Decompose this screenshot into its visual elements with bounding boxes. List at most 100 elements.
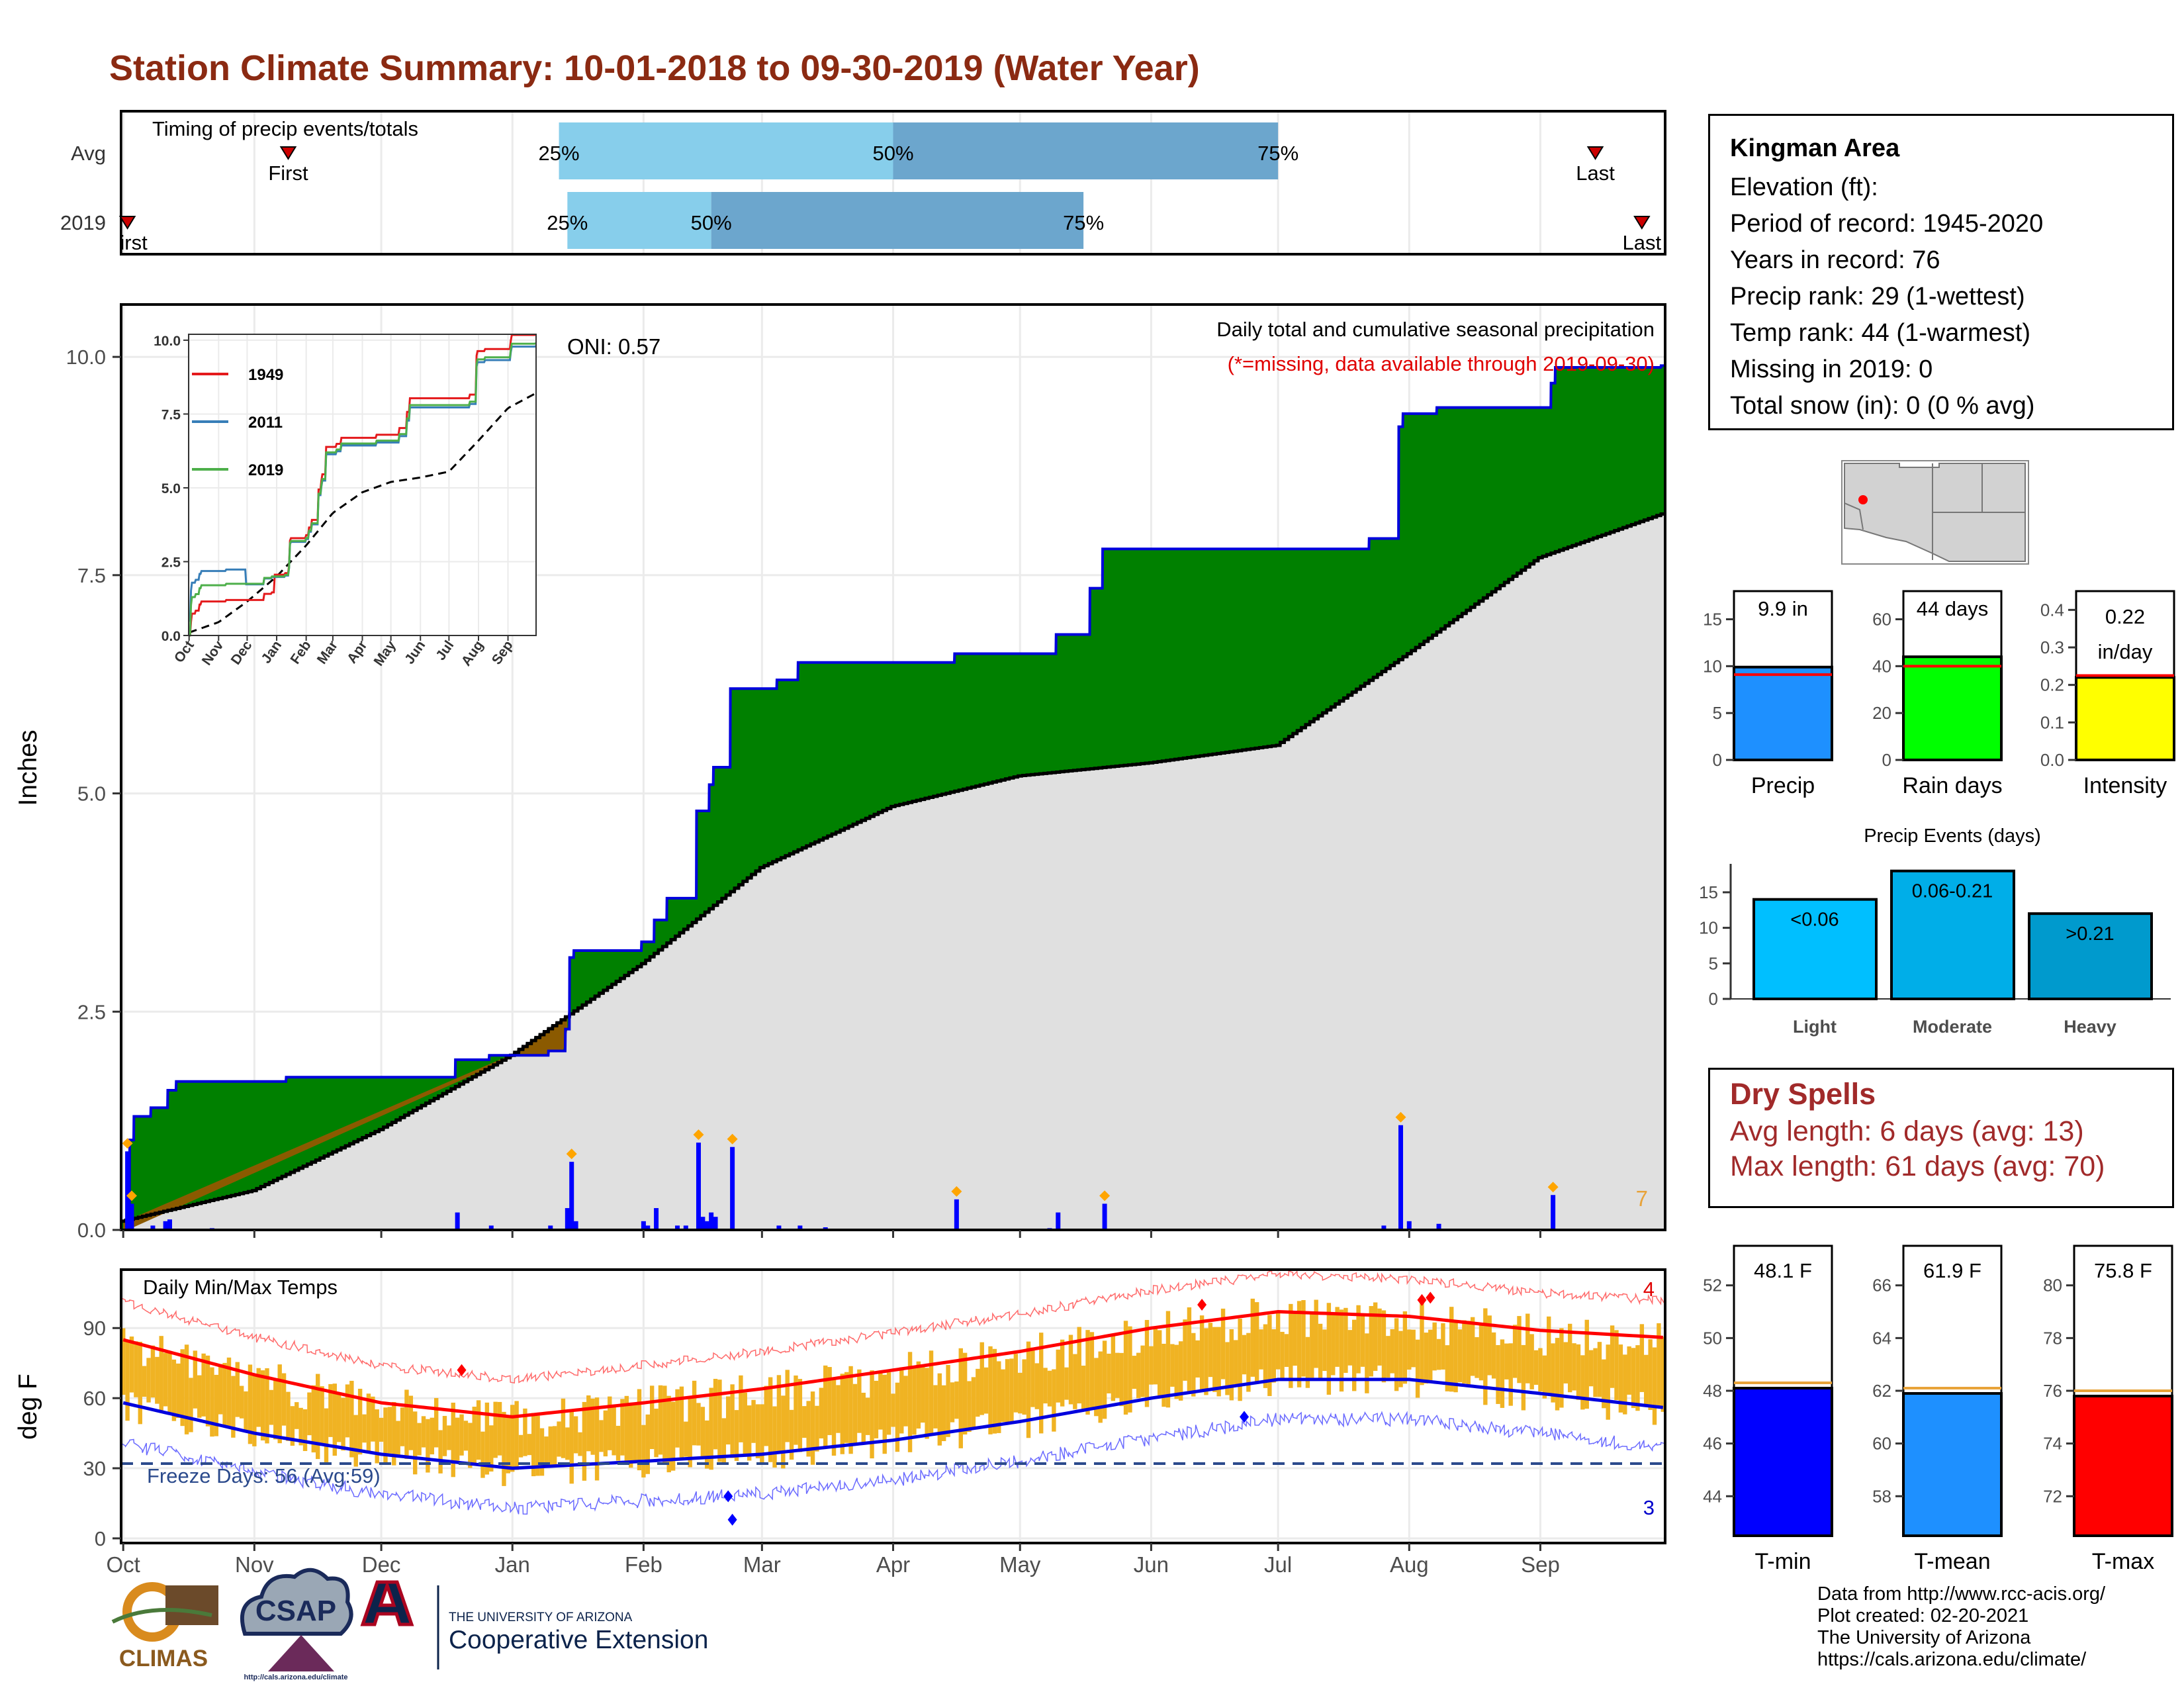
events-title: Precip Events (days) bbox=[1864, 825, 2041, 847]
temp-daily-range-bar bbox=[1381, 1310, 1387, 1383]
temp-daily-range-bar bbox=[1140, 1345, 1145, 1397]
timing-q25-label-Avg: 25% bbox=[539, 142, 580, 165]
temp-y-label: deg F bbox=[14, 1374, 42, 1440]
temp-daily-range-bar bbox=[472, 1407, 477, 1464]
events-bar-label-heavy: Heavy bbox=[2064, 1017, 2116, 1037]
precip-heavy-marker-34 bbox=[1547, 1182, 1559, 1193]
precip-ytick-label-0: 0.0 bbox=[77, 1219, 106, 1242]
temp-daily-range-bar bbox=[1661, 1336, 1666, 1412]
temp-daily-range-bar bbox=[641, 1425, 646, 1477]
temp-daily-range-bar bbox=[1648, 1339, 1653, 1410]
temp-daily-range-bar bbox=[1470, 1317, 1475, 1376]
precip-daily-bar-21 bbox=[713, 1217, 718, 1230]
temp-daily-range-bar bbox=[184, 1344, 189, 1434]
temp-daily-range-bar bbox=[781, 1395, 786, 1469]
temp-daily-range-bar bbox=[1580, 1355, 1585, 1410]
temp-daily-range-bar bbox=[544, 1436, 549, 1466]
temp-daily-range-bar bbox=[670, 1401, 676, 1471]
temp-daily-range-bar bbox=[273, 1379, 278, 1440]
temp-daily-range-bar bbox=[1047, 1370, 1052, 1407]
temp-daily-range-bar bbox=[654, 1409, 659, 1458]
credit-source: Data from http://www.rcc-acis.org/ bbox=[1817, 1583, 2106, 1605]
temp-daily-range-bar bbox=[983, 1367, 989, 1414]
timing-last-label-2019: Last bbox=[1623, 231, 1662, 254]
temp-daily-range-bar bbox=[789, 1409, 794, 1460]
month-axis: Oct Nov Dec Jan Feb Mar Apr May Jun Jul Aug Sep bbox=[107, 1543, 1560, 1577]
temp-bar-0-tick-label-3: 50 bbox=[1703, 1328, 1722, 1348]
temp-bar-1-tick-label-3: 64 bbox=[1872, 1328, 1891, 1348]
precip-daily-bar-7 bbox=[488, 1225, 494, 1230]
temp-daily-range-bar bbox=[167, 1351, 172, 1414]
temp-daily-range-bar bbox=[1174, 1344, 1179, 1399]
temp-daily-range-bar bbox=[806, 1401, 811, 1457]
temp-daily-range-bar bbox=[852, 1383, 858, 1444]
temp-daily-range-bar bbox=[1220, 1308, 1226, 1380]
temp-bar-1-label: T-mean bbox=[1914, 1549, 1990, 1574]
inset-legend-label-2011: 2011 bbox=[248, 414, 283, 432]
temp-daily-range-bar bbox=[231, 1376, 236, 1438]
temp-daily-range-bar bbox=[696, 1403, 701, 1446]
precip-bar-0-tick-label-1: 5 bbox=[1713, 703, 1722, 723]
temp-daily-range-bar bbox=[1407, 1329, 1412, 1370]
temp-bar-2-bar bbox=[2073, 1394, 2173, 1537]
temp-daily-range-bar bbox=[569, 1409, 574, 1484]
temp-daily-range-bar bbox=[286, 1391, 291, 1441]
temp-daily-range-bar bbox=[578, 1432, 582, 1456]
events-bar-range-moderate: 0.06-0.21 bbox=[1912, 881, 1993, 902]
temp-daily-range-bar bbox=[874, 1380, 879, 1438]
timing-last-marker-Avg bbox=[1586, 146, 1604, 160]
inset-line-2019 bbox=[189, 342, 537, 637]
temp-daily-range-bar bbox=[357, 1388, 363, 1455]
temp-daily-range-bar bbox=[1449, 1307, 1454, 1392]
temp-daily-range-bar bbox=[1386, 1336, 1390, 1378]
temp-daily-range-bar bbox=[1195, 1340, 1200, 1378]
month-label-11: Sep bbox=[1521, 1552, 1560, 1577]
temp-daily-range-bar bbox=[776, 1375, 782, 1452]
temp-daily-range-bar bbox=[383, 1407, 388, 1464]
temp-daily-range-bar bbox=[954, 1381, 959, 1419]
precip-bar-2-tick-label-3: 0.3 bbox=[2040, 637, 2064, 657]
temp-daily-range-bar bbox=[277, 1364, 282, 1444]
precip-bar-value-1: 44 days bbox=[1917, 597, 1989, 620]
precip-daily-bar-20 bbox=[709, 1212, 714, 1230]
temp-daily-range-bar bbox=[730, 1384, 735, 1458]
temp-daily-range-bar bbox=[1022, 1359, 1026, 1415]
precip-y-axis: 0.0 2.5 5.0 7.5 10.0 bbox=[66, 346, 1541, 1242]
temp-daily-range-bar bbox=[1314, 1299, 1318, 1368]
temp-daily-range-bar bbox=[1098, 1351, 1103, 1423]
precip-daily-bar-19 bbox=[704, 1221, 709, 1230]
temp-daily-range-bar bbox=[1588, 1350, 1594, 1387]
temp-daily-range-bar bbox=[438, 1430, 443, 1474]
temp-daily-range-bar bbox=[328, 1383, 333, 1437]
temp-daily-range-bar bbox=[1081, 1366, 1086, 1409]
month-label-5: Mar bbox=[743, 1552, 781, 1577]
temp-daily-range-bar bbox=[295, 1402, 299, 1429]
month-label-7: May bbox=[999, 1552, 1041, 1577]
temp-daily-range-bar bbox=[430, 1417, 434, 1455]
temp-daily-range-bar bbox=[836, 1385, 841, 1433]
temp-daily-range-bar bbox=[222, 1362, 227, 1426]
temp-daily-range-bar bbox=[1441, 1323, 1445, 1370]
inset-line-1949 bbox=[189, 333, 537, 637]
temp-daily-range-bar bbox=[1529, 1334, 1534, 1389]
temp-daily-range-bar bbox=[523, 1408, 527, 1456]
temp-daily-range-bar bbox=[624, 1395, 629, 1462]
temp-daily-range-bar bbox=[586, 1395, 591, 1452]
temp-daily-range-bar bbox=[324, 1408, 329, 1462]
temp-daily-range-bar bbox=[1462, 1320, 1467, 1383]
temp-daily-range-bar bbox=[1331, 1314, 1336, 1376]
temp-daily-range-bar bbox=[1365, 1333, 1369, 1393]
temp-daily-range-bar bbox=[197, 1375, 202, 1418]
inset-ytick-label-3: 7.5 bbox=[161, 407, 181, 422]
temp-daily-range-bar bbox=[1369, 1305, 1373, 1377]
temp-daily-range-bar bbox=[1584, 1319, 1589, 1409]
temp-daily-range-bar bbox=[1652, 1347, 1657, 1425]
temp-daily-range-bar bbox=[700, 1407, 705, 1457]
temp-daily-range-bar bbox=[865, 1397, 870, 1435]
temp-daily-range-bar bbox=[988, 1346, 993, 1434]
temp-daily-range-bar bbox=[433, 1397, 439, 1448]
csap-logo: CSAP http://cals.arizona.edu/climate bbox=[240, 1568, 353, 1681]
temp-daily-range-bar bbox=[120, 1328, 126, 1395]
